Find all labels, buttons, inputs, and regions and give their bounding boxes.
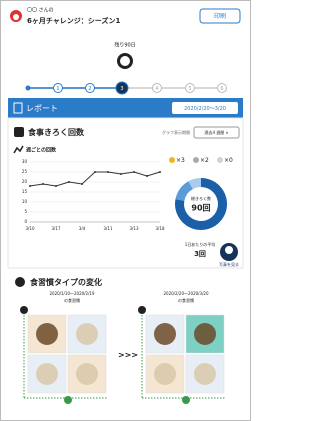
avg-value: 3回: [194, 249, 206, 258]
meal-title: 食事きろく回数: [28, 127, 85, 137]
chart-title: 週ごとの回数: [26, 147, 57, 154]
point: [55, 185, 57, 187]
type-character: [76, 323, 98, 345]
x-tick-label: 3/18: [156, 226, 165, 231]
after-caption: の食習慣: [178, 297, 194, 303]
remaining: 残り90日: [114, 42, 135, 49]
point: [81, 183, 83, 185]
print-label: 印刷: [214, 12, 226, 20]
point: [42, 183, 44, 185]
x-tick-label: 3/10: [26, 226, 35, 231]
type-character: [154, 323, 176, 345]
step-label: 4: [155, 86, 158, 92]
screen: 〇〇 さんの 6ヶ月チャレンジ：シーズン1 印刷 残り90日 レポート 2020…: [0, 0, 251, 421]
point: [29, 185, 31, 187]
report-period: 2020/2/20〜3/20: [184, 106, 226, 112]
type-character: [154, 363, 176, 385]
avatar-face: [13, 14, 19, 20]
x-tick-label: 3/17: [52, 226, 61, 231]
meal-icon: [14, 127, 24, 137]
step-label: 2: [88, 86, 91, 92]
stamp-icon: [217, 157, 223, 163]
total-label: 総きろく数: [191, 195, 211, 201]
challenge: 6ヶ月チャレンジ：シーズン1: [27, 16, 120, 25]
y-tick-label: 10: [22, 199, 28, 204]
x-tick-label: 3/13: [130, 226, 139, 231]
user-name: 〇〇 さんの: [27, 7, 54, 14]
progress-start: [26, 86, 31, 91]
avg-label: 1日あたりの平均: [185, 241, 216, 247]
habit-icon: [15, 277, 25, 287]
page: {"header":{"name":"〇〇 さんの","challenge":"…: [0, 0, 251, 421]
type-character: [36, 363, 58, 385]
y-tick-label: 15: [22, 189, 28, 194]
arrow: >>>: [118, 351, 138, 360]
step-label: 3: [120, 86, 123, 92]
character-face: [120, 56, 130, 66]
habit-title: 食習慣タイプの変化: [30, 277, 102, 287]
stamp-icon: [169, 157, 175, 163]
photo-icon: [225, 246, 233, 254]
type-character: [76, 363, 98, 385]
stamp-count: ×3: [176, 157, 185, 164]
x-tick-label: 3/11: [104, 226, 113, 231]
point: [120, 173, 122, 175]
y-tick-label: 20: [22, 179, 28, 184]
step-label: 5: [188, 86, 191, 92]
stamp-icon: [193, 157, 199, 163]
before-caption: の食習慣: [64, 297, 80, 303]
x-tick-label: 3/4: [79, 226, 86, 231]
point: [94, 171, 96, 173]
point: [107, 171, 109, 173]
photo-label: 写真を見る: [219, 261, 239, 267]
report-title: レポート: [26, 104, 58, 113]
y-tick-label: 25: [22, 169, 28, 174]
before-period: 2020/1/10〜2020/2/19: [49, 291, 94, 296]
type-character: [36, 323, 58, 345]
point: [68, 181, 70, 183]
total-value: 90回: [191, 204, 210, 213]
after-period: 2020/2/20〜2020/3/20: [163, 291, 208, 296]
type-character: [194, 323, 216, 345]
type-icon: [20, 306, 28, 314]
stamp-count: ×0: [224, 157, 233, 164]
step-label: 6: [220, 86, 223, 92]
y-tick-label: 30: [22, 159, 28, 164]
stamp-count: ×2: [200, 157, 209, 164]
period-label: グラフ表示期間: [162, 129, 190, 135]
period-select-label: 過去4 週間 ∨: [204, 129, 228, 135]
point: [133, 171, 135, 173]
type-icon: [182, 396, 190, 404]
step-label: 1: [56, 86, 59, 92]
type-icon: [138, 306, 146, 314]
point: [159, 171, 161, 173]
type-character: [194, 363, 216, 385]
type-icon: [64, 396, 72, 404]
point: [146, 175, 148, 177]
